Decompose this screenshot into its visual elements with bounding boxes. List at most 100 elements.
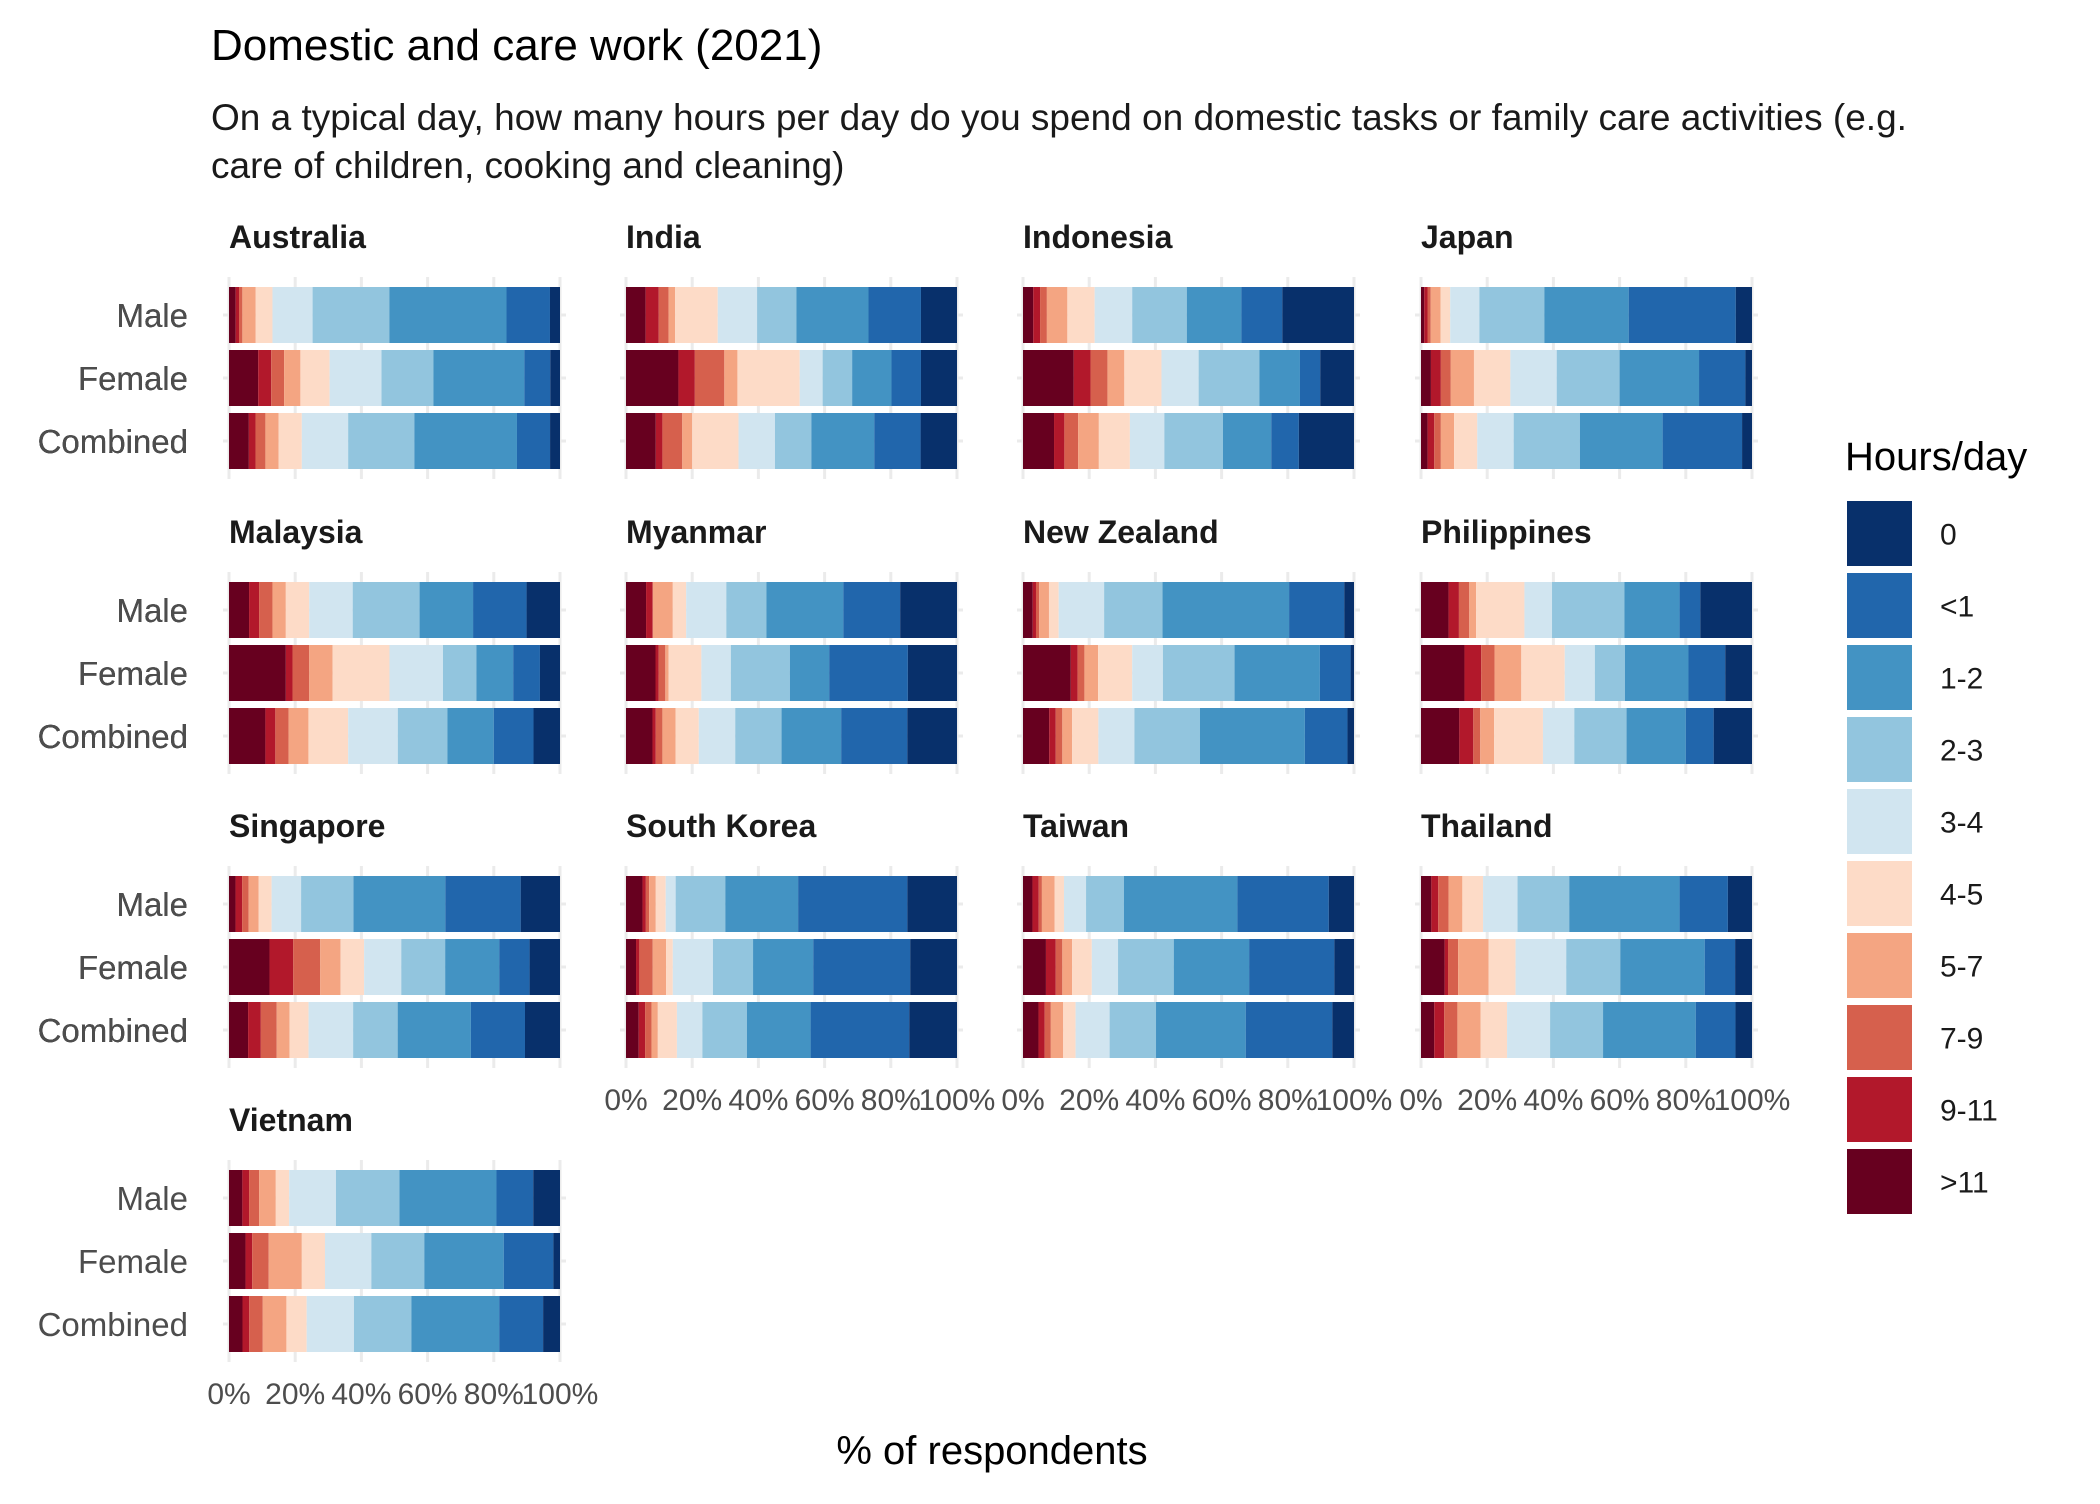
bar-segment-australia-male-7-9: [239, 287, 243, 343]
bar-segment-myanmar-female-7-9: [658, 645, 666, 701]
bar-segment-taiwan-male-lt1: [1237, 876, 1329, 932]
bar-segment-myanmar-female-gt11: [626, 645, 656, 701]
bar-segment-taiwan-female-5-7: [1062, 939, 1073, 995]
bar-segment-new-zealand-male-lt1: [1289, 582, 1345, 638]
bar-segment-myanmar-female-3-4: [701, 645, 731, 701]
y-label-japan-male: Male: [116, 297, 188, 334]
facet-new-zealand: New Zealand Male Female Combined: [38, 514, 1360, 774]
bar-segment-taiwan-combined-0: [1332, 1002, 1354, 1058]
bar-segment-vietnam-combined-3-4: [306, 1296, 354, 1352]
bar-segment-new-zealand-female-0: [1350, 645, 1354, 701]
facets-layer: Australia Male Female Combined India Male Fema…: [38, 219, 1791, 1411]
facet-title-japan: Japan: [1421, 219, 1513, 255]
bar-segment-thailand-combined-1-2: [1603, 1002, 1696, 1058]
y-label-south-korea-combined: Combined: [38, 1012, 188, 1049]
bar-segment-thailand-combined-5-7: [1457, 1002, 1481, 1058]
bar-segment-indonesia-combined-0: [1298, 413, 1354, 469]
bar-segment-new-zealand-female-1-2: [1234, 645, 1320, 701]
bar-segment-south-korea-combined-4-5: [657, 1002, 677, 1058]
bar-segment-new-zealand-male-1-2: [1162, 582, 1290, 638]
bar-segment-myanmar-female-4-5: [668, 645, 702, 701]
bar-segment-japan-male-5-7: [1430, 287, 1441, 343]
bar-segment-new-zealand-combined-5-7: [1062, 708, 1073, 764]
bar-segment-south-korea-female-9-11: [636, 939, 640, 995]
bar-segment-south-korea-combined-7-9: [645, 1002, 652, 1058]
bar-segment-indonesia-female-3-4: [1161, 350, 1199, 406]
facet-title-philippines: Philippines: [1421, 514, 1592, 550]
x-axis-title: % of respondents: [836, 1429, 1147, 1473]
bar-segment-myanmar-male-0: [900, 582, 957, 638]
bar-segment-australia-male-2-3: [312, 287, 390, 343]
bar-segment-australia-male-4-5: [255, 287, 273, 343]
bar-segment-vietnam-female-7-9: [252, 1233, 269, 1289]
bar-segment-myanmar-combined-gt11: [626, 708, 653, 764]
bar-segment-india-female-5-7: [724, 350, 738, 406]
legend-key-1-2: [1847, 645, 1912, 710]
bar-segment-malaysia-female-4-5: [332, 645, 390, 701]
bar-segment-india-combined-9-11: [655, 413, 663, 469]
bar-segment-singapore-male-2-3: [301, 876, 354, 932]
x-tick-vietnam-4: 80%: [464, 1378, 524, 1411]
bar-segment-new-zealand-male-0: [1344, 582, 1354, 638]
bar-segment-myanmar-combined-9-11: [652, 708, 656, 764]
bar-segment-taiwan-male-gt11: [1023, 876, 1033, 932]
bar-segment-india-female-gt11: [626, 350, 679, 406]
bar-segment-india-female-1-2: [852, 350, 892, 406]
bar-segment-myanmar-male-9-11: [646, 582, 653, 638]
facet-title-indonesia: Indonesia: [1023, 219, 1173, 255]
bar-segment-singapore-combined-4-5: [289, 1002, 309, 1058]
bar-segment-singapore-female-1-2: [445, 939, 500, 995]
bar-segment-myanmar-male-4-5: [672, 582, 687, 638]
bar-segment-india-female-2-3: [822, 350, 853, 406]
bar-segment-philippines-combined-1-2: [1626, 708, 1686, 764]
bar-segment-singapore-combined-7-9: [260, 1002, 277, 1058]
bar-segment-myanmar-female-9-11: [655, 645, 659, 701]
x-tick-south-korea-3: 60%: [795, 1084, 855, 1117]
bar-segment-australia-female-3-4: [329, 350, 382, 406]
bar-segment-japan-female-gt11: [1421, 350, 1431, 406]
bar-segment-malaysia-female-5-7: [309, 645, 333, 701]
bar-segment-malaysia-male-0: [526, 582, 560, 638]
bar-segment-japan-male-3-4: [1450, 287, 1480, 343]
bar-segment-new-zealand-combined-7-9: [1055, 708, 1063, 764]
y-label-australia-combined: Combined: [38, 423, 188, 460]
bar-segment-singapore-male-lt1: [445, 876, 521, 932]
bar-segment-vietnam-combined-lt1: [499, 1296, 544, 1352]
bar-segment-indonesia-male-gt11: [1023, 287, 1034, 343]
bar-segment-indonesia-male-5-7: [1046, 287, 1068, 343]
bar-segment-new-zealand-female-2-3: [1162, 645, 1235, 701]
bar-segment-new-zealand-combined-gt11: [1023, 708, 1050, 764]
facet-title-taiwan: Taiwan: [1023, 808, 1129, 844]
bar-segment-taiwan-female-9-11: [1045, 939, 1056, 995]
x-tick-south-korea-2: 40%: [728, 1084, 788, 1117]
bar-segment-indonesia-combined-lt1: [1271, 413, 1299, 469]
bar-segment-india-female-4-5: [737, 350, 800, 406]
bar-segment-south-korea-female-gt11: [626, 939, 637, 995]
x-tick-thailand-4: 80%: [1656, 1084, 1716, 1117]
y-label-australia-male: Male: [116, 297, 188, 334]
bar-segment-taiwan-female-gt11: [1023, 939, 1046, 995]
bar-segment-india-combined-1-2: [811, 413, 875, 469]
legend-label-lt1: <1: [1940, 591, 1974, 624]
x-tick-thailand-0: 0%: [1399, 1084, 1442, 1117]
bar-segment-india-male-0: [920, 287, 957, 343]
bar-segment-india-combined-5-7: [682, 413, 693, 469]
bar-segment-australia-combined-3-4: [301, 413, 349, 469]
bar-segment-malaysia-male-2-3: [352, 582, 420, 638]
bar-segment-vietnam-male-9-11: [242, 1170, 250, 1226]
bar-segment-japan-combined-1-2: [1579, 413, 1663, 469]
bar-segment-taiwan-combined-4-5: [1063, 1002, 1076, 1058]
x-tick-taiwan-5: 100%: [1316, 1084, 1393, 1117]
bar-segment-myanmar-male-1-2: [766, 582, 844, 638]
bar-segment-thailand-female-gt11: [1421, 939, 1445, 995]
bar-segment-myanmar-combined-1-2: [781, 708, 842, 764]
y-label-malaysia-male: Male: [116, 592, 188, 629]
bar-segment-south-korea-female-7-9: [639, 939, 653, 995]
legend-key-lt1: [1847, 573, 1912, 638]
bar-segment-malaysia-combined-5-7: [288, 708, 309, 764]
bar-segment-malaysia-male-1-2: [419, 582, 474, 638]
bar-segment-taiwan-combined-lt1: [1245, 1002, 1333, 1058]
bar-segment-thailand-female-5-7: [1458, 939, 1489, 995]
